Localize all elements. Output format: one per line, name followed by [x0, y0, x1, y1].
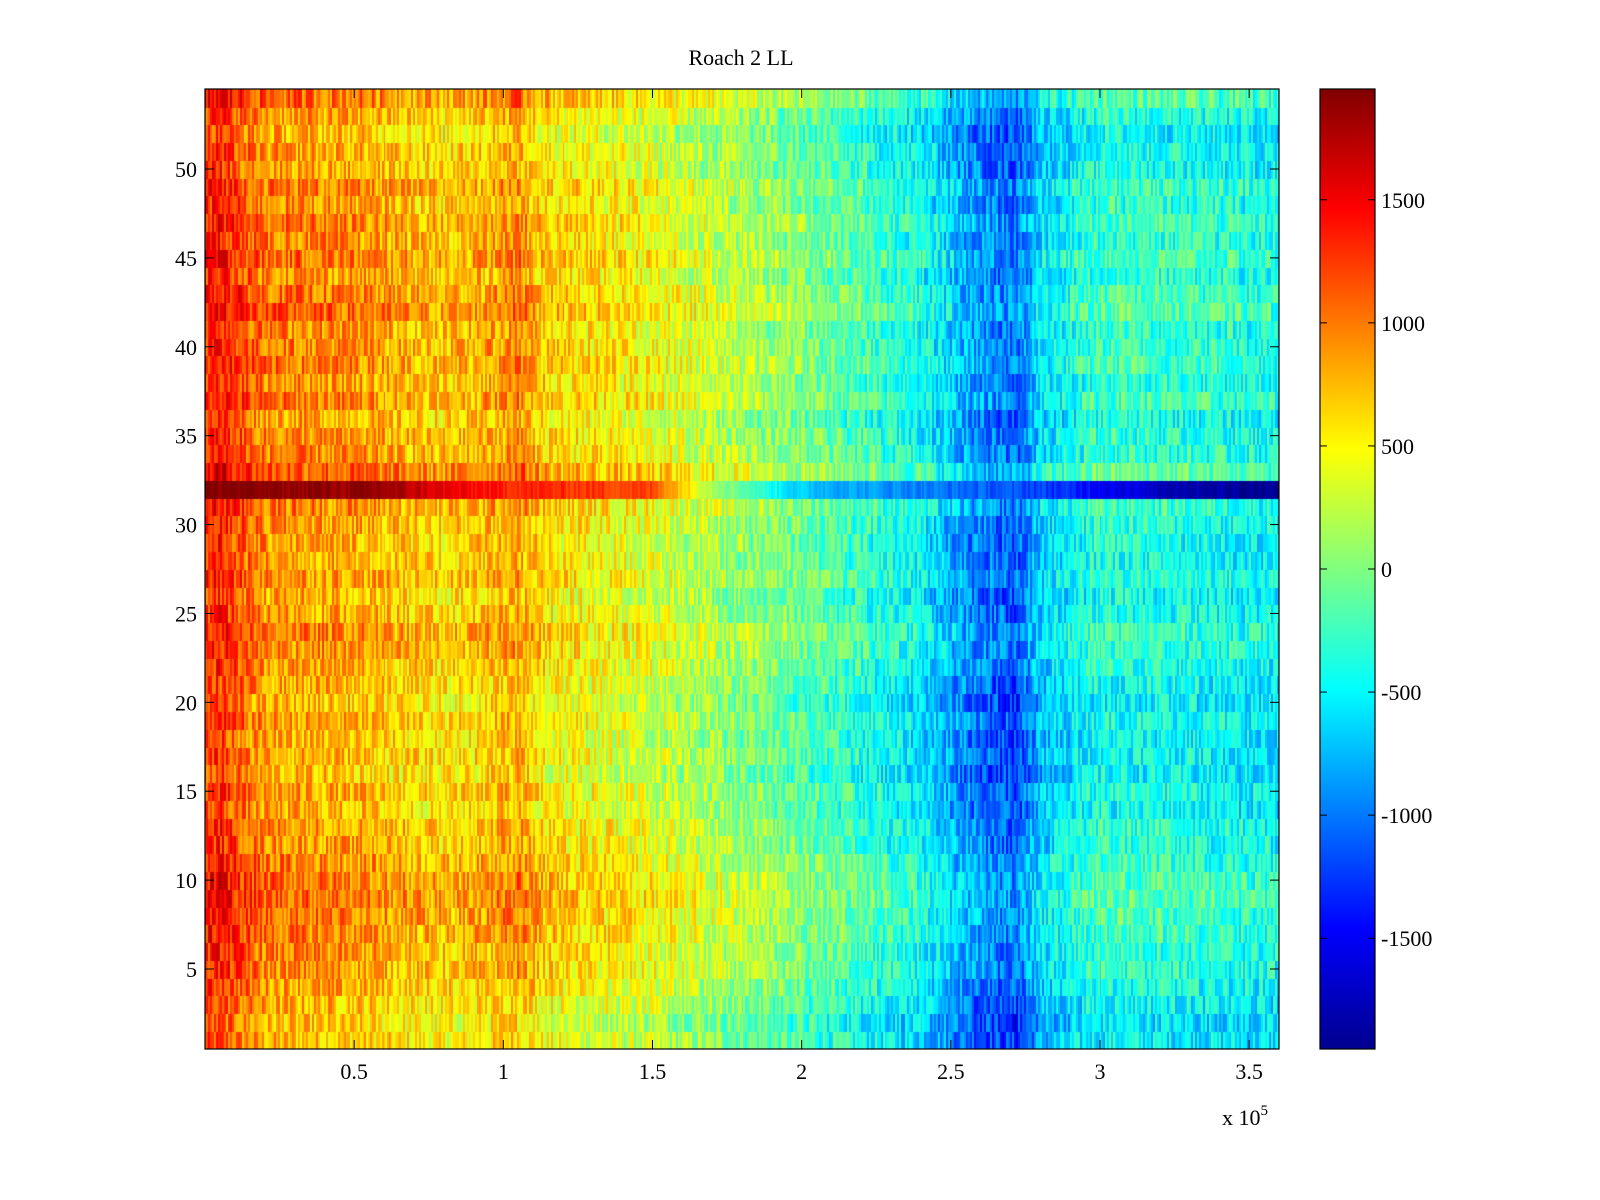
colorbar-tick-label: 1500	[1381, 188, 1425, 213]
heatmap-cells	[205, 89, 1279, 1049]
y-tick-label: 5	[186, 957, 197, 982]
colorbar-ticks: 1500 1000 500 0 -500 -1000 -1500	[1320, 188, 1432, 951]
y-tick-label: 10	[175, 868, 197, 893]
x-multiplier-exponent: 5	[1261, 1103, 1269, 1119]
plot-frame	[204, 88, 1280, 1050]
x-tick-label: 1	[498, 1059, 509, 1084]
x-tick-label: 3	[1095, 1059, 1106, 1084]
x-tick-label: 3.5	[1235, 1059, 1263, 1084]
chart-title: Roach 2 LL	[688, 45, 793, 70]
colorbar-gradient	[1319, 88, 1376, 1050]
y-axis: 5 10 15 20 25 30 35 40 45 50	[175, 157, 1279, 982]
heatmap-image-holder	[205, 89, 1279, 1049]
y-tick-label: 20	[175, 690, 197, 715]
x-axis: 0.5 1 1.5 2 2.5 3 3.5	[340, 89, 1263, 1084]
colorbar-tick-label: 0	[1381, 557, 1392, 582]
x-tick-label: 2	[796, 1059, 807, 1084]
y-tick-label: 50	[175, 157, 197, 182]
colorbar-tick-label: -500	[1381, 680, 1421, 705]
x-tick-label: 0.5	[340, 1059, 368, 1084]
y-tick-label: 30	[175, 513, 197, 538]
y-tick-label: 35	[175, 424, 197, 449]
colorbar-tick-label: 500	[1381, 434, 1414, 459]
x-tick-label: 1.5	[639, 1059, 667, 1084]
x-multiplier-label: x 105	[1222, 1103, 1268, 1130]
colorbar-tick-label: 1000	[1381, 311, 1425, 336]
x-tick-label: 2.5	[937, 1059, 965, 1084]
y-tick-label: 25	[175, 601, 197, 626]
y-tick-label: 15	[175, 779, 197, 804]
colorbar: 1500 1000 500 0 -500 -1000 -1500	[1319, 88, 1432, 1050]
y-tick-label: 45	[175, 246, 197, 271]
colorbar-tick-label: -1000	[1381, 803, 1432, 828]
heatmap-plot-area	[204, 88, 1280, 1050]
y-tick-label: 40	[175, 335, 197, 360]
colorbar-tick-label: -1500	[1381, 926, 1432, 951]
